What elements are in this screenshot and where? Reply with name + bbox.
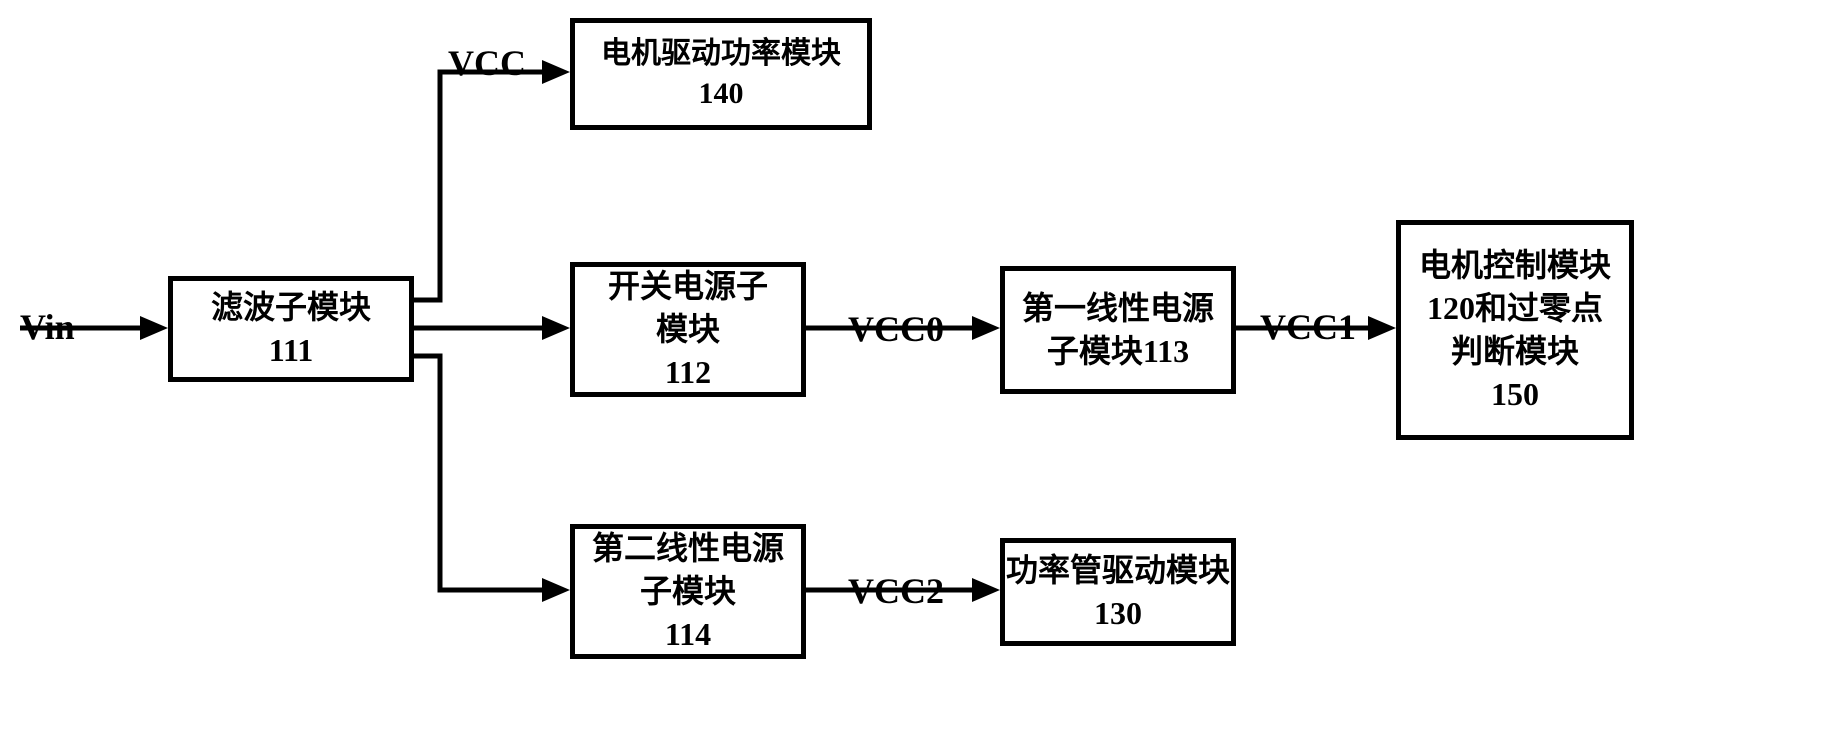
- node-n112-line: 模块: [656, 308, 720, 351]
- label-vin: Vin: [20, 306, 75, 348]
- node-n140-line: 140: [699, 74, 744, 115]
- arrowhead-1: [542, 60, 570, 84]
- node-n150-line: 电机控制模块: [1419, 244, 1611, 287]
- label-vcc2: VCC2: [848, 570, 944, 612]
- node-n114-line: 子模块: [640, 570, 736, 613]
- node-n150-line: 120和过零点: [1427, 287, 1603, 330]
- node-n113: 第一线性电源子模块113: [1000, 266, 1236, 394]
- node-n140-line: 电机驱动功率模块: [601, 34, 841, 75]
- node-n114-line: 第二线性电源: [592, 527, 784, 570]
- node-n114: 第二线性电源子模块114: [570, 524, 806, 659]
- arrowhead-3: [542, 578, 570, 602]
- edge-3: [414, 356, 553, 590]
- arrowhead-6: [972, 578, 1000, 602]
- edge-1: [414, 72, 553, 300]
- node-n130: 功率管驱动模块130: [1000, 538, 1236, 646]
- node-n111-line: 111: [269, 329, 313, 372]
- node-n114-line: 114: [665, 613, 711, 656]
- node-n140: 电机驱动功率模块140: [570, 18, 872, 130]
- node-n113-line: 子模块113: [1047, 330, 1189, 373]
- label-vcc1: VCC1: [1260, 306, 1356, 348]
- arrowhead-2: [542, 316, 570, 340]
- node-n112-line: 112: [665, 351, 711, 394]
- node-n130-line: 功率管驱动模块: [1006, 549, 1230, 592]
- diagram-canvas: Vin 滤波子模块111 VCC 电机驱动功率模块140 开关电源子模块112 VCC0 第…: [0, 0, 1844, 738]
- node-n130-line: 130: [1094, 592, 1142, 635]
- node-n112-line: 开关电源子: [608, 265, 768, 308]
- arrowhead-4: [972, 316, 1000, 340]
- node-n111-line: 滤波子模块: [211, 286, 371, 329]
- node-n150: 电机控制模块120和过零点判断模块150: [1396, 220, 1634, 440]
- label-vcc0: VCC0: [848, 308, 944, 350]
- label-vcc: VCC: [448, 42, 526, 84]
- node-n150-line: 150: [1491, 373, 1539, 416]
- node-n150-line: 判断模块: [1451, 330, 1579, 373]
- arrowhead-5: [1368, 316, 1396, 340]
- node-n112: 开关电源子模块112: [570, 262, 806, 397]
- node-n111: 滤波子模块111: [168, 276, 414, 382]
- arrowhead-0: [140, 316, 168, 340]
- node-n113-line: 第一线性电源: [1022, 287, 1214, 330]
